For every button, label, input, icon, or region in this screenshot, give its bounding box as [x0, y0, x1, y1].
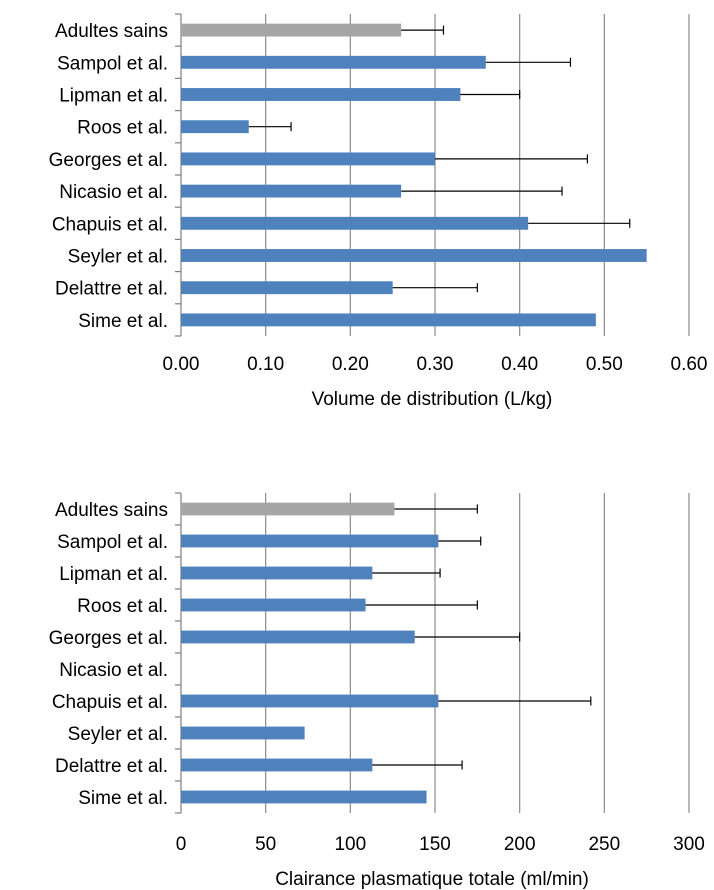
bar-nicasio-et-al [181, 184, 402, 198]
bar-delattre-et-al [181, 758, 373, 772]
category-label-chapuis-et-al: Chapuis et al. [52, 214, 168, 235]
bar-roos-et-al [181, 120, 249, 134]
category-label-georges-et-al: Georges et al. [49, 628, 168, 649]
bar-adultes-sains [181, 23, 402, 37]
x-tick-label: 250 [588, 834, 620, 855]
x-axis-label: Clairance plasmatique totale (ml/min) [275, 869, 589, 890]
x-tick-label: 0.40 [501, 354, 538, 375]
bar-seyler-et-al [181, 726, 305, 740]
category-label-delattre-et-al: Delattre et al. [55, 756, 168, 777]
bar-lipman-et-al [181, 566, 373, 580]
x-tick-label: 0.60 [671, 354, 708, 375]
bar-chapuis-et-al [181, 216, 529, 230]
category-label-lipman-et-al: Lipman et al. [59, 564, 168, 585]
x-tick-label: 0.50 [586, 354, 623, 375]
bar-sampol-et-al [181, 534, 439, 548]
category-label-seyler-et-al: Seyler et al. [68, 247, 168, 268]
bar-georges-et-al [181, 630, 415, 644]
category-label-sime-et-al: Sime et al. [78, 311, 168, 332]
x-axis-label: Volume de distribution (L/kg) [312, 389, 553, 410]
x-tick-label: 0 [176, 834, 187, 855]
category-label-roos-et-al: Roos et al. [77, 118, 168, 139]
bar-chapuis-et-al [181, 694, 439, 708]
bar-lipman-et-al [181, 88, 461, 101]
bar-roos-et-al [181, 598, 366, 612]
x-tick-label: 0.30 [417, 354, 454, 375]
x-tick-label: 0.20 [332, 354, 369, 375]
x-tick-label: 0.10 [247, 354, 284, 375]
bar-georges-et-al [181, 152, 435, 166]
bar-delattre-et-al [181, 281, 393, 295]
category-label-adultes-sains: Adultes sains [55, 21, 168, 42]
bar-seyler-et-al [181, 249, 647, 262]
bar-adultes-sains [181, 502, 395, 516]
category-label-sampol-et-al: Sampol et al. [57, 532, 168, 553]
x-tick-label: 150 [419, 834, 451, 855]
category-label-lipman-et-al: Lipman et al. [59, 86, 168, 107]
category-label-nicasio-et-al: Nicasio et al. [59, 182, 168, 203]
category-label-seyler-et-al: Seyler et al. [68, 724, 168, 745]
category-label-sampol-et-al: Sampol et al. [57, 53, 168, 74]
bar-sampol-et-al [181, 55, 486, 69]
category-label-georges-et-al: Georges et al. [49, 150, 168, 171]
x-tick-label: 100 [334, 834, 366, 855]
x-tick-label: 50 [255, 834, 276, 855]
category-label-nicasio-et-al: Nicasio et al. [59, 660, 168, 681]
category-label-roos-et-al: Roos et al. [77, 596, 168, 617]
category-label-chapuis-et-al: Chapuis et al. [52, 692, 168, 713]
category-label-sime-et-al: Sime et al. [78, 788, 168, 809]
x-tick-label: 300 [673, 834, 705, 855]
bar-sime-et-al [181, 790, 427, 804]
chart-clairance-plasmatique: Adultes sains Sampol et al. Lipman et al. R… [49, 492, 705, 890]
category-label-delattre-et-al: Delattre et al. [55, 279, 168, 300]
x-tick-label: 0.00 [163, 354, 200, 375]
category-label-adultes-sains: Adultes sains [55, 500, 168, 521]
chart-volume-distribution: Adultes sains Sampol et al. Lipman et al. R… [49, 13, 708, 410]
x-tick-label: 200 [504, 834, 536, 855]
bar-sime-et-al [181, 313, 596, 327]
